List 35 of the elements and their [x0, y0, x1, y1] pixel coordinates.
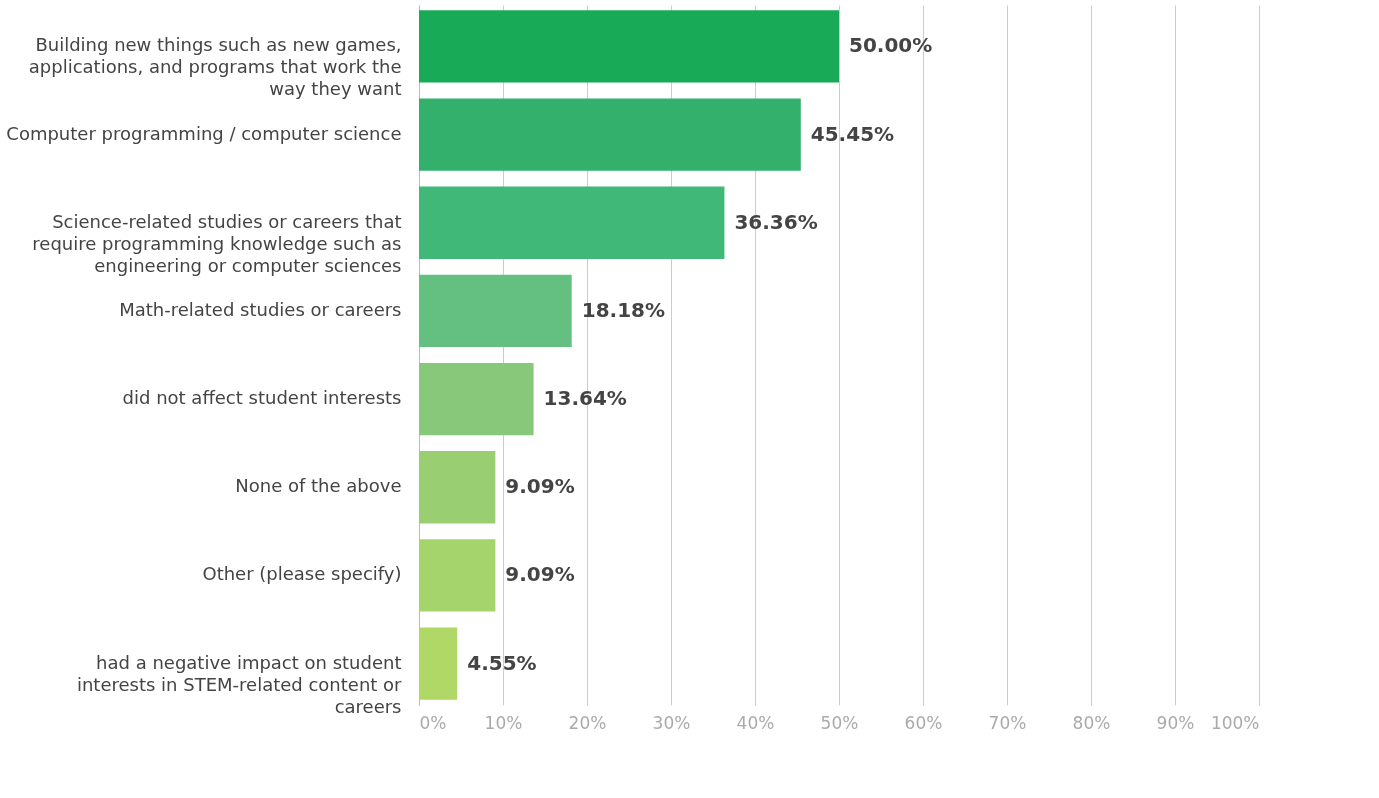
x-tick-label: 60% — [904, 712, 943, 733]
y-tick-label: had a negative impact on student interests in STEM-related content or careers — [76, 651, 403, 717]
bar — [419, 362, 534, 436]
x-tick-label: 10% — [484, 712, 523, 733]
data-label: 9.09% — [505, 474, 575, 499]
x-tick-label: 20% — [568, 712, 607, 733]
x-tick-label: 100% — [1210, 712, 1260, 733]
bar — [419, 274, 572, 348]
y-tick-label: Building new things such as new games, applications, and programs that work the way they want — [28, 34, 402, 100]
x-tick-label: 0% — [419, 712, 447, 733]
bar — [419, 627, 458, 700]
x-tick-label: 40% — [736, 712, 775, 733]
x-tick-label: 30% — [652, 712, 691, 733]
y-tick-label: Other (please specify) — [202, 563, 402, 585]
x-tick-label: 70% — [988, 712, 1027, 733]
bar — [419, 98, 801, 171]
y-tick-label: Math-related studies or careers — [119, 298, 402, 320]
bar — [419, 186, 725, 259]
data-label: 13.64% — [543, 386, 627, 411]
data-label: 45.45% — [810, 121, 895, 146]
bar — [419, 539, 496, 612]
y-tick-label: None of the above — [235, 475, 402, 497]
x-tick-label: 90% — [1156, 712, 1195, 733]
data-label: 36.36% — [734, 209, 818, 234]
x-tick-label: 80% — [1072, 712, 1111, 733]
data-label: 18.18% — [581, 297, 666, 322]
bar — [419, 10, 839, 83]
data-label: 4.55% — [467, 650, 537, 675]
data-label: 9.09% — [505, 562, 575, 587]
y-tick-label: Science-related studies or careers that require programming knowledge such as engineering or computer sciences — [32, 210, 402, 276]
bar — [419, 451, 496, 524]
y-tick-label: did not affect student interests — [122, 387, 402, 409]
x-tick-label: 50% — [820, 712, 859, 733]
data-label: 50.00% — [849, 33, 933, 58]
y-tick-label: Computer programming / computer science — [6, 122, 402, 144]
